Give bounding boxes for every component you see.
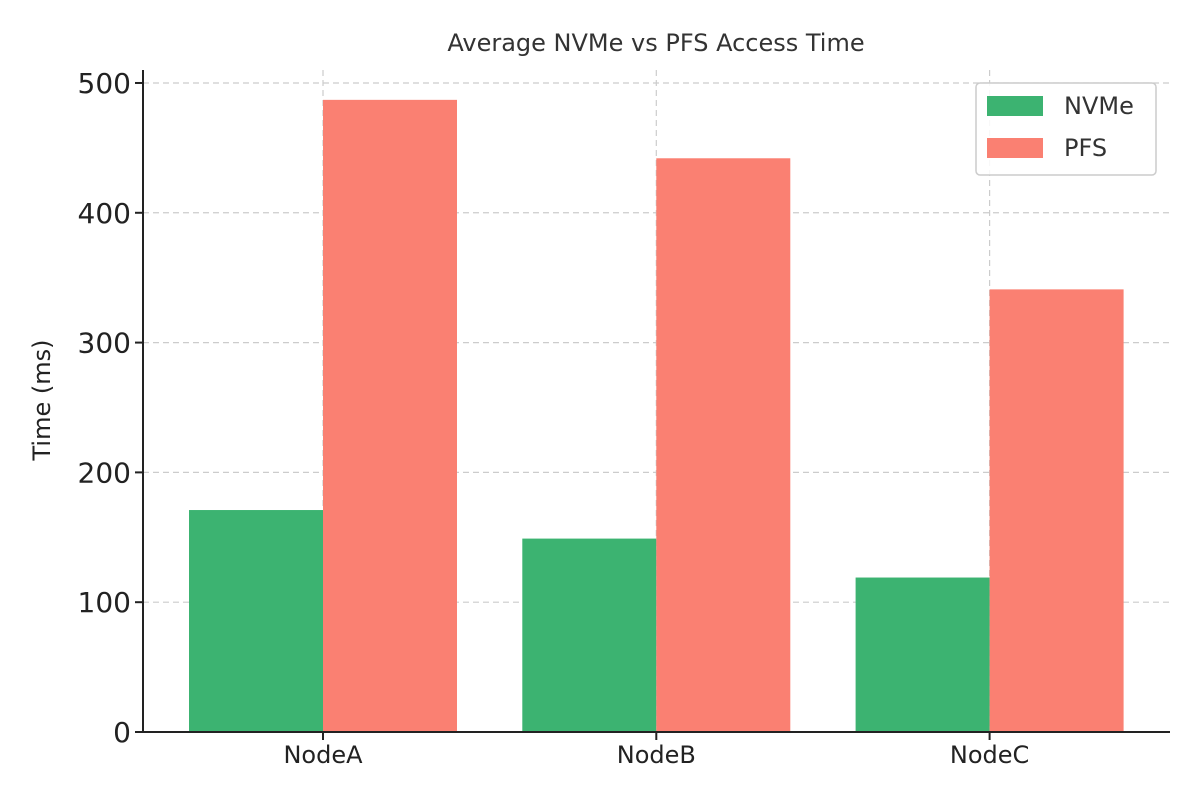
- y-axis-label: Time (ms): [28, 340, 56, 462]
- legend-label-nvme: NVMe: [1064, 92, 1134, 120]
- bar-nvme-nodec: [855, 577, 990, 732]
- x-tick-label: NodeB: [617, 741, 696, 769]
- y-tick-label: 500: [78, 67, 131, 100]
- y-tick-label: 100: [78, 586, 131, 619]
- bar-pfs-nodeb: [656, 158, 791, 732]
- axes: [135, 70, 1170, 740]
- x-tick-label: NodeC: [950, 741, 1029, 769]
- legend-swatch-pfs: [987, 138, 1043, 158]
- y-tick-label: 200: [78, 456, 131, 489]
- legend-swatch-nvme: [987, 96, 1043, 116]
- y-tick-label: 400: [78, 197, 131, 230]
- y-tick-label: 300: [78, 327, 131, 360]
- x-tick-label: NodeA: [283, 741, 363, 769]
- tick-labels: 0 100 200 300 400 500 NodeA NodeB NodeC: [78, 67, 1030, 769]
- legend-label-pfs: PFS: [1064, 134, 1107, 162]
- bar-pfs-nodec: [989, 289, 1124, 732]
- bars: [189, 99, 1124, 732]
- legend: NVMe PFS: [975, 82, 1157, 176]
- bar-pfs-nodea: [323, 99, 457, 732]
- chart-title: Average NVMe vs PFS Access Time: [447, 29, 864, 57]
- bar-nvme-nodea: [189, 510, 323, 732]
- y-tick-label: 0: [113, 716, 131, 749]
- bar-nvme-nodeb: [522, 538, 657, 732]
